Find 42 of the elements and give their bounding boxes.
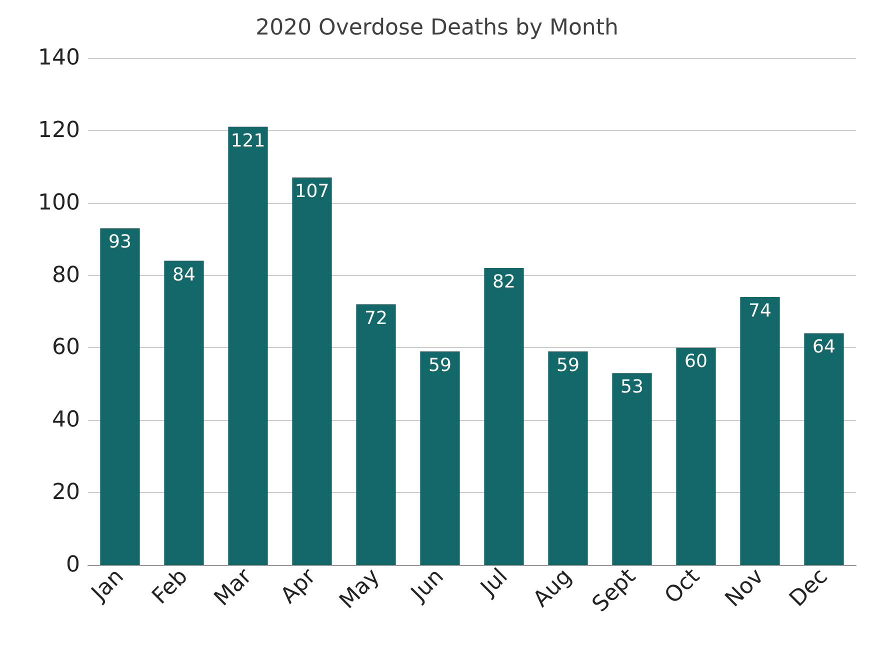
data-label: 74 xyxy=(748,300,772,322)
bar xyxy=(676,348,716,565)
x-tick-label: Jun xyxy=(405,564,449,608)
x-tick-label: Feb xyxy=(148,564,193,610)
bar xyxy=(228,126,268,565)
y-tick-label: 120 xyxy=(38,118,80,143)
bar xyxy=(612,373,652,565)
bar xyxy=(420,351,460,565)
y-tick-label: 60 xyxy=(52,335,80,360)
bar xyxy=(164,260,204,565)
x-tick-label: Mar xyxy=(210,563,258,612)
y-tick-label: 80 xyxy=(52,262,80,288)
bar xyxy=(484,268,524,565)
data-label: 60 xyxy=(684,351,708,372)
data-label: 121 xyxy=(230,130,266,152)
data-label: 84 xyxy=(172,264,196,286)
bar xyxy=(292,178,332,565)
x-tick-label: Apr xyxy=(276,563,322,609)
data-label: 93 xyxy=(108,232,132,253)
bar xyxy=(740,297,780,565)
y-tick-label: 40 xyxy=(52,408,80,433)
bar xyxy=(548,351,588,565)
data-label: 72 xyxy=(364,308,388,329)
x-tick-label: Oct xyxy=(660,564,706,609)
data-label: 59 xyxy=(428,354,452,376)
y-tick-label: 0 xyxy=(66,552,80,578)
data-label: 82 xyxy=(492,272,516,293)
data-label: 53 xyxy=(620,376,644,398)
y-tick-label: 140 xyxy=(38,46,80,70)
x-tick-label: Dec xyxy=(785,564,833,612)
x-tick-label: Nov xyxy=(720,564,769,612)
bar xyxy=(100,228,140,565)
x-tick-label: Jan xyxy=(86,564,129,608)
x-tick-label: Jul xyxy=(474,564,513,602)
y-tick-label: 100 xyxy=(38,190,80,216)
data-label: 59 xyxy=(556,354,580,376)
chart-title: 2020 Overdose Deaths by Month xyxy=(256,16,618,40)
bar xyxy=(356,304,396,565)
bar xyxy=(804,333,844,565)
data-label: 64 xyxy=(812,336,836,358)
y-tick-label: 20 xyxy=(52,480,80,506)
data-label: 107 xyxy=(294,181,330,202)
